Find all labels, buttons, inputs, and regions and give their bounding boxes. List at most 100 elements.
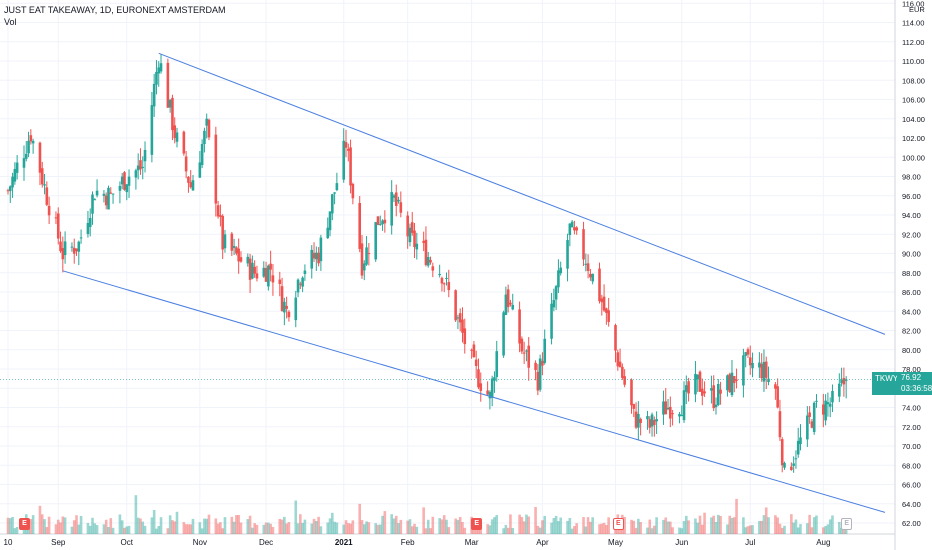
candle-body — [826, 402, 830, 405]
volume-bar — [326, 522, 330, 534]
candle-body — [639, 418, 642, 424]
candle-body — [758, 362, 761, 368]
x-tick-label: Nov — [193, 538, 207, 547]
candle-body — [331, 194, 334, 214]
candle-body — [317, 252, 320, 264]
candle-body — [744, 352, 747, 356]
candle-body — [216, 205, 220, 217]
volume-bar — [591, 517, 594, 534]
volume-bar — [216, 523, 220, 534]
candle-body — [838, 383, 841, 397]
volume-bar — [123, 527, 126, 534]
candle-body — [714, 404, 718, 408]
candle-body — [605, 308, 608, 313]
volume-bar — [392, 518, 396, 534]
volume-bar — [294, 500, 298, 534]
candle-body — [40, 168, 44, 185]
y-tick-label: 102.00 — [902, 134, 925, 143]
candle-body — [719, 389, 722, 394]
volume-bar — [762, 515, 766, 534]
y-tick-label: 78.00 — [902, 365, 921, 374]
candle-body — [376, 216, 380, 225]
volume-bar — [280, 519, 284, 534]
candle-body — [171, 97, 174, 131]
candle-body — [91, 194, 94, 214]
candle-body — [461, 319, 464, 333]
volume-bar — [415, 526, 419, 534]
volume-bar — [408, 519, 412, 534]
candle-body — [426, 257, 430, 266]
volume-bar — [429, 528, 432, 534]
candle-body — [408, 227, 412, 243]
candle-body — [374, 222, 378, 260]
candle-body — [159, 63, 163, 72]
y-tick-label: 106.00 — [902, 96, 925, 105]
earnings-icon[interactable]: E — [471, 518, 483, 530]
candle-body — [230, 233, 234, 251]
candle-body — [554, 286, 558, 300]
candle-body — [125, 184, 129, 193]
volume-bar — [203, 518, 206, 534]
volume-bar — [712, 515, 716, 534]
volume-bar — [568, 517, 572, 534]
candle-body — [751, 363, 754, 369]
volume-bar — [714, 521, 718, 534]
volume-bar — [582, 517, 585, 534]
volume-bar — [155, 528, 158, 534]
volume-bar — [447, 527, 451, 534]
candle-body — [390, 192, 393, 226]
volume-bar — [536, 525, 540, 534]
earnings-icon[interactable]: E — [841, 518, 853, 530]
candle-body — [88, 217, 92, 227]
earnings-icon[interactable]: E — [18, 518, 30, 530]
volume-bar — [732, 517, 736, 534]
volume-bar — [88, 525, 92, 534]
x-tick-label: Jul — [745, 538, 755, 547]
volume-bar — [495, 515, 499, 534]
volume-bar — [698, 515, 702, 534]
candle-body — [735, 379, 738, 381]
candle-body — [536, 371, 540, 391]
volume-bar — [301, 522, 304, 534]
volume-bar — [173, 521, 177, 534]
candle-body — [205, 118, 208, 126]
volume-bar — [230, 516, 234, 534]
candle-body — [47, 205, 51, 216]
volume-bar — [267, 522, 270, 534]
candle-body — [61, 248, 65, 260]
candle-body — [333, 192, 336, 194]
candle-body — [15, 162, 19, 173]
volume-bar — [824, 526, 827, 534]
candle-body — [778, 411, 782, 438]
volume-bar — [171, 520, 174, 534]
volume-bar — [40, 514, 44, 534]
candle-body — [495, 351, 499, 377]
candle-body — [502, 312, 505, 356]
candle-body — [239, 257, 243, 262]
volume-bar — [93, 523, 97, 534]
candle-body — [742, 355, 745, 386]
volume-bar — [618, 527, 622, 534]
volume-bar — [143, 525, 147, 534]
volume-bar — [454, 518, 457, 534]
candle-body — [559, 267, 562, 274]
volume-bar — [219, 522, 222, 534]
y-tick-label: 108.00 — [902, 76, 925, 85]
volume-bar — [792, 522, 795, 534]
candle-body — [650, 414, 654, 427]
candle-body — [710, 388, 713, 391]
candle-body — [381, 220, 384, 225]
candle-body — [682, 390, 686, 421]
x-tick-label: Oct — [121, 538, 134, 547]
candle-body — [8, 186, 12, 192]
volume-bar — [426, 519, 430, 534]
volume-bar — [157, 526, 161, 534]
earnings-icon[interactable]: E — [612, 518, 624, 530]
volume-bar — [221, 528, 224, 534]
volume-bar — [47, 516, 51, 534]
volume-bar — [406, 520, 409, 534]
volume-bar — [586, 517, 590, 534]
volume-bar — [543, 515, 547, 534]
volume-bar — [700, 524, 704, 534]
